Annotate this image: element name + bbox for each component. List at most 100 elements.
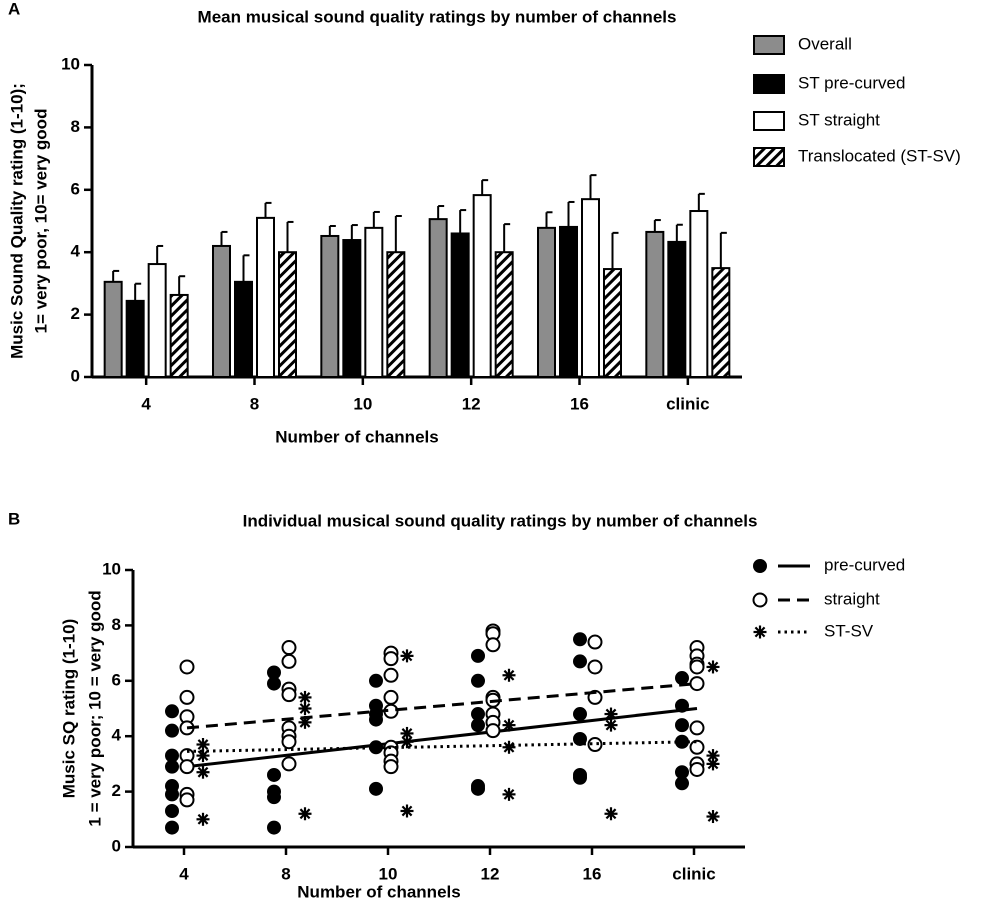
trend-line bbox=[186, 682, 698, 730]
point bbox=[675, 671, 689, 686]
y-tick-label: 2 bbox=[112, 781, 121, 800]
bar bbox=[256, 216, 275, 378]
asterisk-point bbox=[400, 649, 414, 663]
y-tick-label: 2 bbox=[71, 304, 80, 323]
bar bbox=[667, 240, 687, 378]
point bbox=[165, 787, 179, 802]
point bbox=[281, 640, 297, 656]
asterisk-point bbox=[706, 757, 720, 771]
point bbox=[281, 756, 297, 772]
asterisk-stroke bbox=[197, 813, 209, 825]
bar bbox=[169, 293, 189, 378]
asterisk-point bbox=[706, 810, 720, 824]
bar bbox=[428, 218, 448, 378]
point bbox=[573, 654, 587, 669]
bar bbox=[147, 263, 167, 378]
bar bbox=[386, 251, 406, 378]
bar bbox=[559, 225, 578, 378]
point bbox=[369, 673, 383, 688]
point bbox=[573, 731, 587, 746]
bar bbox=[537, 226, 556, 378]
point bbox=[267, 790, 281, 805]
bar bbox=[125, 299, 145, 379]
point bbox=[675, 718, 689, 733]
point bbox=[485, 637, 501, 653]
asterisk-point bbox=[298, 807, 312, 821]
asterisk-point bbox=[196, 738, 210, 752]
asterisk-stroke bbox=[299, 716, 311, 728]
point bbox=[689, 720, 705, 736]
point bbox=[573, 707, 587, 722]
y-tick-label: 10 bbox=[61, 54, 80, 73]
legend-label: Overall bbox=[798, 34, 852, 53]
x-tick-label: 10 bbox=[353, 394, 372, 413]
chart-title: Mean musical sound quality ratings by nu… bbox=[198, 7, 677, 26]
asterisk-point bbox=[502, 740, 516, 754]
point bbox=[165, 759, 179, 774]
point bbox=[471, 718, 485, 733]
y-axis-title: Music SQ rating (1-10) bbox=[59, 619, 78, 798]
point bbox=[179, 792, 195, 808]
x-tick-label: 10 bbox=[379, 864, 398, 883]
bar bbox=[645, 230, 665, 378]
point bbox=[383, 759, 399, 775]
point bbox=[471, 781, 485, 796]
panel-label: A bbox=[8, 0, 20, 18]
asterisk-stroke bbox=[707, 750, 719, 761]
x-tick-label: clinic bbox=[666, 394, 709, 413]
point bbox=[281, 653, 297, 669]
legend-label: Translocated (ST-SV) bbox=[798, 146, 961, 165]
y-tick-label: 4 bbox=[112, 726, 122, 745]
asterisk-stroke bbox=[605, 719, 617, 731]
asterisk-stroke bbox=[707, 758, 719, 770]
legend-label: ST straight bbox=[798, 110, 880, 129]
point bbox=[165, 704, 179, 719]
y-axis-title: 1= very poor, 10= very good bbox=[31, 109, 50, 334]
asterisk-point bbox=[298, 690, 312, 704]
asterisk-stroke bbox=[197, 739, 209, 750]
asterisk-point bbox=[604, 807, 618, 821]
asterisk-point bbox=[502, 787, 516, 801]
asterisk-stroke bbox=[503, 719, 515, 731]
point bbox=[471, 648, 485, 663]
point bbox=[179, 659, 195, 675]
chart-title: Individual musical sound quality ratings… bbox=[243, 511, 758, 530]
point bbox=[165, 803, 179, 818]
bar bbox=[320, 234, 340, 378]
x-tick-label: clinic bbox=[672, 864, 715, 883]
asterisk-stroke bbox=[401, 736, 413, 748]
asterisk-stroke bbox=[605, 808, 617, 820]
x-tick-label: 12 bbox=[481, 864, 500, 883]
point bbox=[485, 723, 501, 739]
y-tick-label: 10 bbox=[102, 559, 121, 578]
bar bbox=[103, 280, 123, 378]
asterisk-point bbox=[502, 668, 516, 682]
x-tick-label: 16 bbox=[570, 394, 589, 413]
asterisk-stroke bbox=[299, 808, 311, 820]
x-axis-title: Number of channels bbox=[275, 427, 438, 446]
asterisk-point bbox=[298, 715, 312, 729]
legend-label: ST pre-curved bbox=[798, 73, 905, 92]
legend-swatch bbox=[753, 111, 785, 131]
asterisk-stroke bbox=[401, 805, 413, 817]
point bbox=[267, 820, 281, 835]
bar bbox=[494, 251, 514, 378]
point bbox=[281, 734, 297, 750]
bar bbox=[278, 251, 297, 378]
point bbox=[267, 767, 281, 782]
x-axis-title: Number of channels bbox=[297, 882, 460, 901]
asterisk-point bbox=[706, 660, 720, 674]
trend-line bbox=[186, 707, 698, 769]
point bbox=[587, 634, 603, 650]
point bbox=[689, 761, 705, 777]
point bbox=[752, 592, 768, 608]
x-tick-label: 4 bbox=[141, 394, 151, 413]
point bbox=[383, 689, 399, 705]
y-tick-label: 6 bbox=[112, 670, 121, 689]
point bbox=[753, 559, 767, 573]
bar bbox=[603, 268, 622, 379]
point bbox=[267, 676, 281, 691]
point bbox=[179, 689, 195, 705]
asterisk-stroke bbox=[605, 708, 617, 720]
x-tick-label: 12 bbox=[462, 394, 481, 413]
